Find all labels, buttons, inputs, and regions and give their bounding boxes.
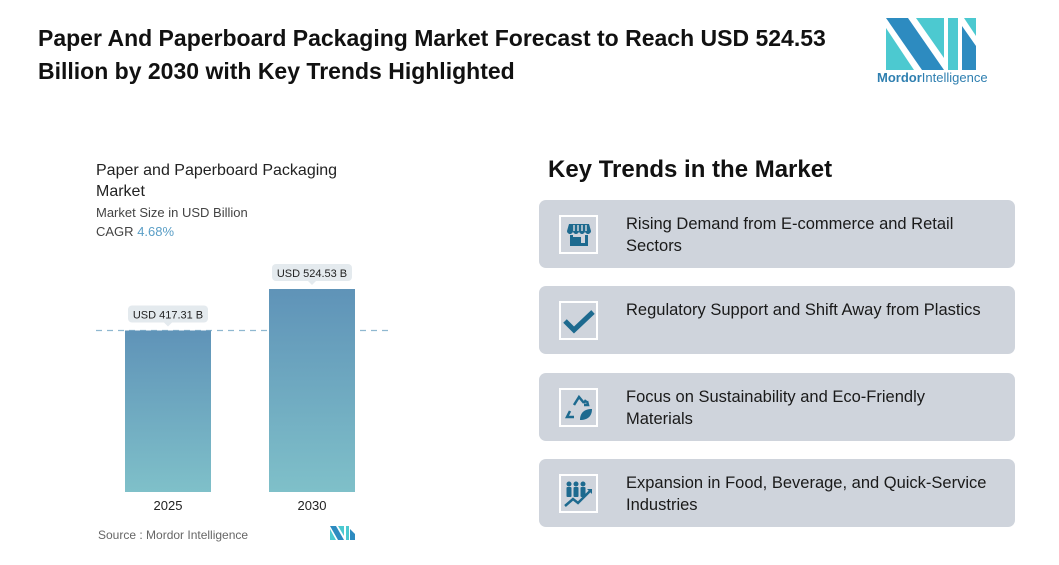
source-logo-icon — [330, 526, 355, 540]
data-label: USD 417.31 B — [133, 310, 203, 322]
data-label-pointer — [164, 322, 172, 327]
data-label-bg — [128, 305, 208, 323]
people-growth-icon — [559, 474, 598, 513]
page-title: Paper And Paperboard Packaging Market Fo… — [38, 25, 826, 84]
trend-text: Expansion in Food, Beverage, and Quick-S… — [626, 474, 987, 514]
bar-2030 — [269, 289, 355, 492]
chart-source: Source : Mordor Intelligence — [98, 528, 249, 542]
checkmark-icon — [559, 301, 598, 340]
chart-title: Paper and Paperboard Packaging Market — [96, 162, 338, 200]
recycle-leaf-icon — [559, 388, 598, 427]
chart-subtitle: Market Size in USD Billion — [96, 205, 248, 220]
trend-text: Regulatory Support and Shift Away from P… — [626, 301, 981, 319]
data-label-bg — [272, 264, 352, 282]
trend-card: Rising Demand from E-commerce and Retail… — [539, 200, 1015, 268]
data-label: USD 524.53 B — [277, 268, 347, 280]
bar-2025 — [125, 330, 211, 492]
trend-card: Focus on Sustainability and Eco-Friendly… — [539, 373, 1015, 441]
x-tick-label: 2025 — [154, 498, 183, 513]
x-tick-label: 2030 — [298, 498, 327, 513]
mordor-intelligence-logo — [886, 18, 976, 70]
trend-card: Expansion in Food, Beverage, and Quick-S… — [539, 459, 1015, 527]
logo-text: MordorIntelligence — [877, 70, 988, 85]
trend-text: Rising Demand from E-commerce and Retail… — [626, 215, 954, 255]
data-label-pointer — [308, 281, 316, 286]
storefront-icon — [559, 215, 598, 254]
chart-cagr: CAGR 4.68% — [96, 224, 175, 239]
trend-text: Focus on Sustainability and Eco-Friendly… — [626, 388, 925, 428]
trends-title: Key Trends in the Market — [548, 156, 833, 183]
trend-card: Regulatory Support and Shift Away from P… — [539, 286, 1015, 354]
